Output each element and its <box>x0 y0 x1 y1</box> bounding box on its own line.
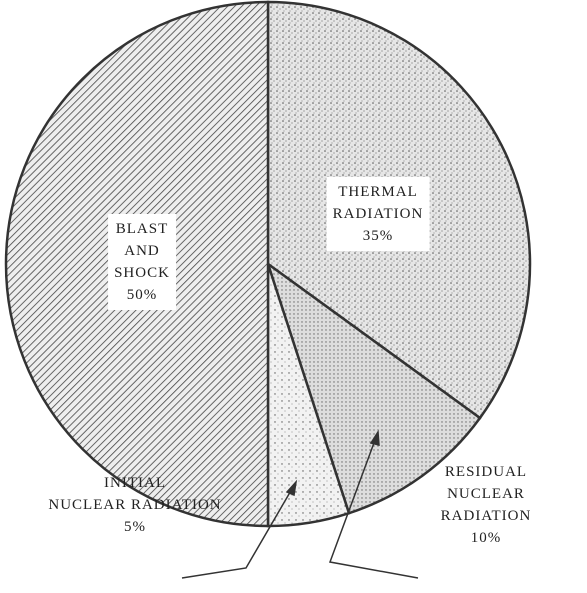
pie-slice <box>265 260 482 515</box>
arrow-head <box>285 479 298 497</box>
slice-label: RESIDUAL NUCLEAR RADIATION 10% <box>436 461 537 549</box>
slices <box>4 0 532 528</box>
slice-label: INITIAL NUCLEAR RADIATION 5% <box>48 472 221 538</box>
value-label: 35% <box>362 228 394 244</box>
category-label: BLAST AND SHOCK <box>114 221 170 281</box>
value-label: 10% <box>470 530 502 546</box>
value-label: 50% <box>126 287 158 303</box>
category-label: INITIAL NUCLEAR RADIATION <box>48 475 222 513</box>
arrow-head <box>369 429 380 446</box>
slice-label: BLAST AND SHOCK 50% <box>108 214 176 310</box>
value-label: 5% <box>124 519 146 535</box>
leader-line <box>181 481 297 579</box>
slice-label: THERMAL RADIATION 35% <box>326 177 430 251</box>
leader-lines <box>181 429 419 579</box>
leader-line <box>328 431 419 579</box>
category-label: RESIDUAL NUCLEAR RADIATION <box>440 464 532 524</box>
category-label: THERMAL RADIATION <box>332 184 424 222</box>
